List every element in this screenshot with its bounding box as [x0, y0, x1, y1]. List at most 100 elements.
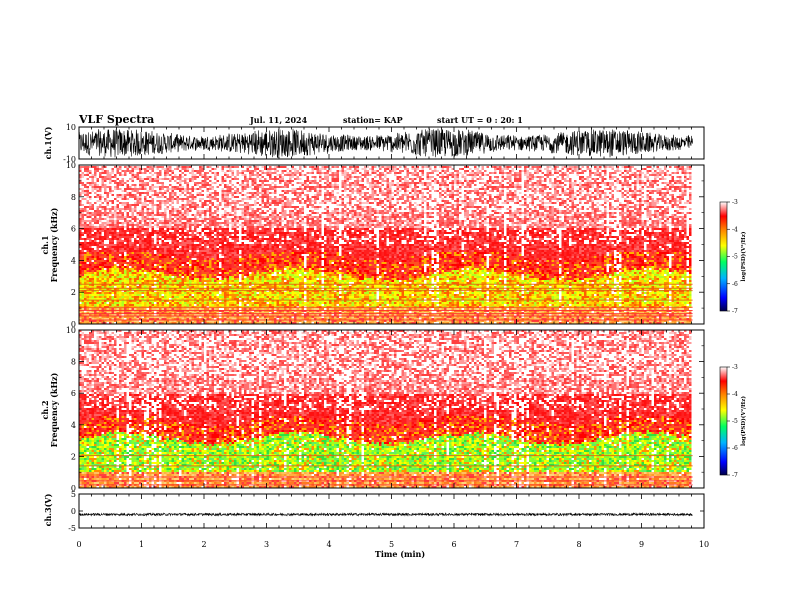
spectrogram-cell — [189, 276, 192, 278]
spectrogram-cell — [147, 184, 150, 186]
spectrogram-cell — [137, 214, 140, 216]
spectrogram-cell — [154, 292, 157, 294]
spectrogram-cell — [247, 274, 250, 276]
spectrogram-cell — [119, 242, 122, 244]
spectrogram-cell — [189, 202, 192, 204]
spectrogram-cell — [117, 286, 120, 288]
spectrogram-cell — [164, 234, 167, 236]
spectrogram-cell — [139, 182, 142, 184]
spectrogram-cell — [139, 238, 142, 240]
spectrogram-cell — [152, 194, 155, 196]
spectrogram-cell — [97, 252, 100, 254]
spectrogram-cell — [207, 268, 210, 270]
spectrogram-cell — [147, 242, 150, 244]
spectrogram-cell — [197, 282, 200, 284]
spectrogram-cell — [229, 258, 232, 260]
spectrogram-cell — [124, 240, 127, 242]
spectrogram-cell — [202, 230, 205, 232]
spectrogram-cell — [244, 248, 247, 250]
spectrogram-cell — [139, 292, 142, 294]
spectrogram-cell — [222, 254, 225, 256]
spectrogram-cell — [124, 266, 127, 268]
spectrogram-cell — [89, 280, 92, 282]
spectrogram-cell — [92, 240, 95, 242]
spectrogram-cell — [189, 220, 192, 222]
spectrogram-cell — [232, 276, 235, 278]
spectrogram-cell — [132, 242, 135, 244]
spectrogram-cell — [97, 210, 100, 212]
spectrogram-cell — [137, 204, 140, 206]
spectrogram-cell — [184, 216, 187, 218]
spectrogram-cell — [82, 188, 85, 190]
spectrogram-cell — [222, 226, 225, 228]
spectrogram-cell — [217, 186, 220, 188]
spectrogram-cell — [192, 186, 195, 188]
spectrogram-cell — [214, 254, 217, 256]
spectrogram-cell — [84, 308, 87, 310]
spectrogram-cell — [149, 234, 152, 236]
spectrogram-cell — [139, 212, 142, 214]
spectrogram-cell — [152, 264, 155, 266]
spectrogram-cell — [89, 216, 92, 218]
spectrogram-cell — [222, 240, 225, 242]
spectrogram-cell — [219, 246, 222, 248]
spectrogram-cell — [227, 170, 230, 172]
spectrogram-cell — [167, 260, 170, 262]
spectrogram-cell — [172, 254, 175, 256]
spectrogram-cell — [214, 244, 217, 246]
spectrogram-cell — [229, 266, 232, 268]
spectrogram-cell — [167, 202, 170, 204]
spectrogram-cell — [124, 278, 127, 280]
spectrogram-cell — [149, 186, 152, 188]
spectrogram-cell — [234, 230, 237, 232]
spectrogram-cell — [224, 262, 227, 264]
spectrogram-cell — [244, 180, 247, 182]
spectrogram-cell — [144, 238, 147, 240]
spectrogram-cell — [199, 256, 202, 258]
spectrogram-cell — [227, 212, 230, 214]
spectrogram-cell — [89, 212, 92, 214]
spectrogram-cell — [177, 212, 180, 214]
spectrogram-cell — [179, 286, 182, 288]
spectrogram-cell — [92, 278, 95, 280]
spectrogram-cell — [219, 202, 222, 204]
spectrogram-cell — [87, 248, 90, 250]
spectrogram-cell — [199, 192, 202, 194]
spectrogram-cell — [184, 218, 187, 220]
spectrogram-cell — [102, 228, 105, 230]
spectrogram-cell — [94, 174, 97, 176]
spectrogram-cell — [144, 242, 147, 244]
spectrogram-cell — [102, 222, 105, 224]
spectrogram-cell — [114, 270, 117, 272]
spectrogram-cell — [237, 226, 240, 228]
spectrogram-cell — [222, 232, 225, 234]
spectrogram-cell — [109, 176, 112, 178]
spectrogram-cell — [219, 302, 222, 304]
spectrogram-cell — [139, 278, 142, 280]
spectrogram-cell — [92, 252, 95, 254]
spectrogram-cell — [169, 260, 172, 262]
spectrogram-cell — [227, 174, 230, 176]
spectrogram-cell — [194, 208, 197, 210]
spectrogram-cell — [122, 260, 125, 262]
spectrogram-cell — [87, 182, 90, 184]
spectrogram-cell — [242, 308, 245, 310]
spectrogram-cell — [164, 224, 167, 226]
spectrogram-cell — [84, 242, 87, 244]
spectrogram-cell — [102, 264, 105, 266]
spectrogram-cell — [147, 268, 150, 270]
spectrogram-cell — [209, 234, 212, 236]
spectrogram-cell — [214, 196, 217, 198]
spectrogram-cell — [252, 230, 255, 232]
spectrogram-cell — [137, 228, 140, 230]
spectrogram-cell — [252, 204, 255, 206]
spectrogram-cell — [254, 218, 257, 220]
spectrogram-cell — [134, 276, 137, 278]
spectrogram-cell — [249, 228, 252, 230]
spectrogram-cell — [177, 302, 180, 304]
spectrogram-cell — [252, 262, 255, 264]
spectrogram-cell — [192, 252, 195, 254]
spectrogram-cell — [202, 286, 205, 288]
spectrogram-cell — [132, 216, 135, 218]
spectrogram-cell — [204, 252, 207, 254]
